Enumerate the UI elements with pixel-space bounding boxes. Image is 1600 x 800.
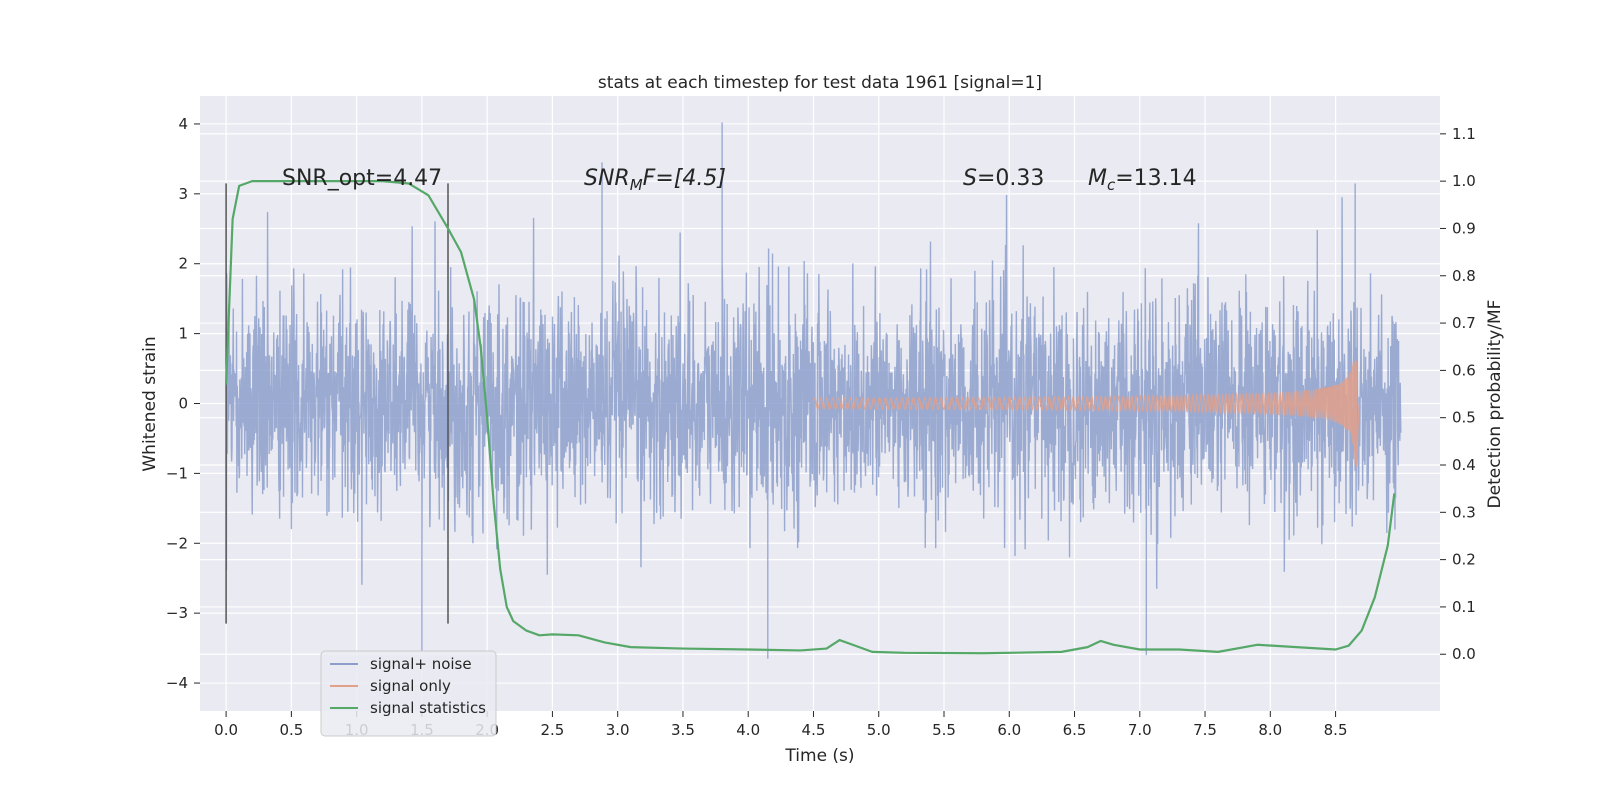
x-tick-label: 4.5	[802, 721, 826, 739]
legend-label-signal-only: signal only	[370, 677, 451, 695]
y-tick-label: −2	[166, 534, 188, 552]
y2-tick-label: 0.0	[1452, 645, 1476, 663]
x-tick-label: 4.0	[736, 721, 760, 739]
x-tick-label: 0.5	[279, 721, 303, 739]
x-tick-label: 5.0	[867, 721, 891, 739]
x-tick-label: 6.0	[997, 721, 1021, 739]
y-tick-label: 2	[178, 255, 188, 273]
signal-only-line	[812, 360, 1360, 467]
y2-axis-label: Detection probability/MF	[1485, 300, 1505, 509]
x-tick-label: 7.0	[1128, 721, 1152, 739]
y2-tick-label: 1.0	[1452, 172, 1476, 190]
window-markers	[225, 183, 449, 624]
x-tick-label: 5.5	[932, 721, 956, 739]
signal-plus-noise-series	[225, 122, 1402, 659]
y-tick-label: −1	[166, 464, 188, 482]
snr-mf-subscript: M	[630, 176, 643, 194]
tick-labels: 0.00.51.01.52.02.53.03.54.04.55.05.56.06…	[166, 115, 1476, 739]
mc-annotation: Mc=13.14	[1088, 166, 1197, 194]
y-tick-label: 1	[178, 325, 188, 343]
y2-tick-label: 1.1	[1452, 125, 1476, 143]
y-axis-label: Whitened strain	[140, 336, 160, 471]
mc-rest: =13.14	[1115, 166, 1196, 191]
y-tick-label: −3	[166, 604, 188, 622]
x-axis-label: Time (s)	[784, 746, 854, 766]
signal-plus-noise-line	[225, 122, 1402, 659]
signal-statistics-series	[225, 180, 1396, 655]
y2-tick-label: 0.8	[1452, 267, 1476, 285]
y-tick-label: 0	[178, 395, 188, 413]
x-tick-label: 6.5	[1063, 721, 1087, 739]
y2-tick-label: 0.7	[1452, 314, 1476, 332]
y-tick-label: −4	[166, 674, 188, 692]
legend: signal+ noise signal only signal statist…	[320, 650, 497, 737]
y2-tick-label: 0.5	[1452, 409, 1476, 427]
s-main: S	[963, 166, 977, 191]
legend-label-signal-plus-noise: signal+ noise	[370, 655, 472, 673]
signal-only-series	[812, 360, 1360, 467]
snr-mf-annotation: SNRMF=[4.5]	[584, 166, 726, 194]
mc-main: M	[1088, 166, 1107, 191]
snr-mf-rest: F=[4.5]	[643, 166, 726, 191]
y2-tick-label: 0.9	[1452, 219, 1476, 237]
snr-opt-annotation: SNR_opt=4.47	[282, 166, 442, 191]
s-annotation: S=0.33	[963, 166, 1044, 191]
x-tick-label: 3.0	[606, 721, 630, 739]
x-tick-label: 2.5	[540, 721, 564, 739]
y2-tick-label: 0.2	[1452, 551, 1476, 569]
y2-tick-label: 0.1	[1452, 598, 1476, 616]
x-tick-label: 8.5	[1324, 721, 1348, 739]
y2-tick-label: 0.6	[1452, 361, 1476, 379]
snr-mf-main: SNR	[584, 166, 630, 191]
y-tick-label: 4	[178, 115, 188, 133]
x-tick-label: 8.0	[1258, 721, 1282, 739]
x-tick-label: 0.0	[214, 721, 238, 739]
x-tick-label: 3.5	[671, 721, 695, 739]
legend-label-signal-statistics: signal statistics	[370, 699, 486, 717]
s-rest: =0.33	[977, 166, 1044, 191]
signal-statistics-line	[225, 180, 1396, 655]
mc-subscript: c	[1107, 176, 1116, 194]
y2-tick-label: 0.3	[1452, 503, 1476, 521]
chart-title: stats at each timestep for test data 196…	[598, 73, 1042, 93]
y-tick-label: 3	[178, 185, 188, 203]
x-tick-label: 7.5	[1193, 721, 1217, 739]
legend-box	[320, 650, 497, 737]
y2-tick-label: 0.4	[1452, 456, 1476, 474]
